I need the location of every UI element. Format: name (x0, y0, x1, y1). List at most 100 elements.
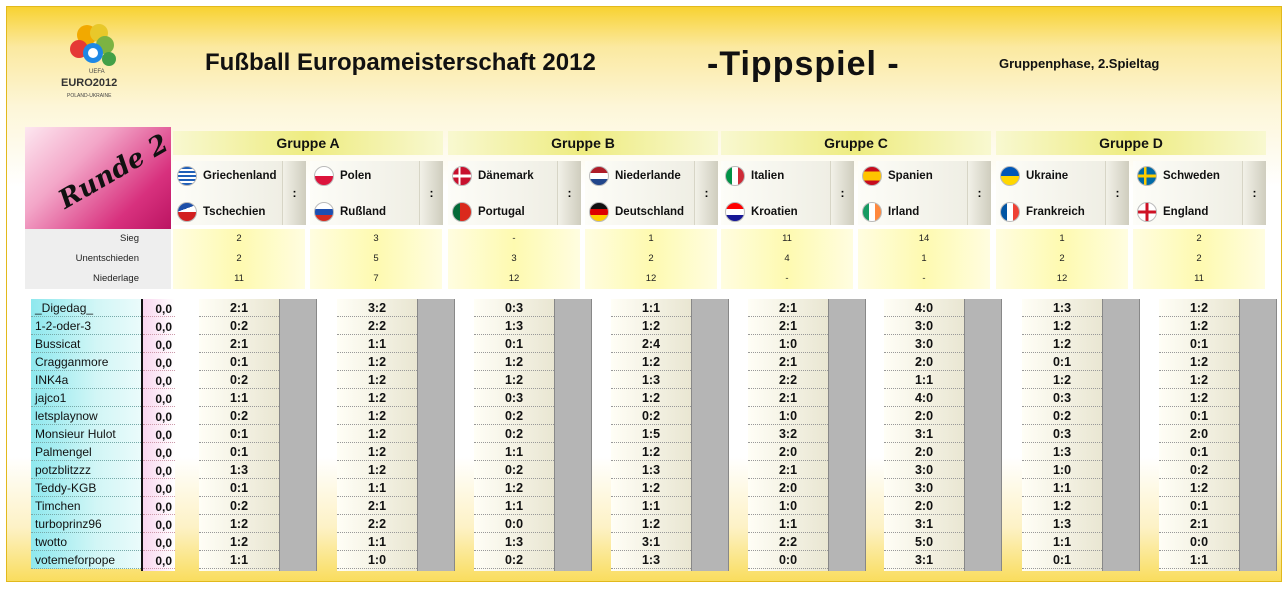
tip-cell[interactable]: 2:1 (337, 497, 417, 515)
tip-cell[interactable]: 0:2 (1022, 407, 1102, 425)
tip-cell[interactable]: 0:2 (199, 317, 279, 335)
tip-cell[interactable]: 0:2 (1159, 461, 1239, 479)
tip-cell[interactable]: 2:1 (748, 317, 828, 335)
tip-cell[interactable]: 1:2 (1159, 299, 1239, 317)
tip-cell[interactable]: 2:1 (748, 461, 828, 479)
tip-cell[interactable]: 1:3 (199, 461, 279, 479)
tip-cell[interactable]: 0:1 (1159, 443, 1239, 461)
tip-cell[interactable]: 1:1 (1159, 551, 1239, 569)
tip-cell[interactable]: 4:0 (884, 389, 964, 407)
tip-cell[interactable]: 0:0 (748, 551, 828, 569)
tip-cell[interactable]: 0:0 (1159, 533, 1239, 551)
tip-cell[interactable]: 1:1 (337, 335, 417, 353)
tip-cell[interactable]: 3:2 (748, 425, 828, 443)
tip-cell[interactable]: 1:2 (1022, 371, 1102, 389)
tip-cell[interactable]: 1:3 (1022, 515, 1102, 533)
tip-cell[interactable]: 1:5 (611, 425, 691, 443)
tip-cell[interactable]: 1:2 (199, 533, 279, 551)
tip-cell[interactable]: 0:1 (199, 443, 279, 461)
tip-cell[interactable]: 0:2 (474, 551, 554, 569)
tip-cell[interactable]: 0:2 (474, 425, 554, 443)
tip-cell[interactable]: 0:1 (1159, 335, 1239, 353)
tip-cell[interactable]: 1:0 (748, 497, 828, 515)
tip-cell[interactable]: 3:0 (884, 317, 964, 335)
tip-cell[interactable]: 2:1 (199, 335, 279, 353)
tip-cell[interactable]: 0:2 (199, 497, 279, 515)
tip-cell[interactable]: 1:2 (1022, 497, 1102, 515)
result-column[interactable] (554, 299, 592, 571)
tip-cell[interactable]: 1:1 (199, 389, 279, 407)
tip-cell[interactable]: 1:1 (611, 299, 691, 317)
tip-cell[interactable]: 4:0 (884, 299, 964, 317)
tip-cell[interactable]: 1:2 (611, 443, 691, 461)
tip-cell[interactable]: 0:1 (199, 425, 279, 443)
tip-cell[interactable]: 2:0 (884, 353, 964, 371)
tip-cell[interactable]: 1:2 (337, 353, 417, 371)
tip-cell[interactable]: 0:1 (474, 335, 554, 353)
tip-cell[interactable]: 1:0 (1022, 461, 1102, 479)
tip-cell[interactable]: 0:1 (199, 353, 279, 371)
result-column[interactable] (1102, 299, 1140, 571)
tip-cell[interactable]: 0:1 (1022, 551, 1102, 569)
tip-cell[interactable]: 1:2 (611, 389, 691, 407)
tip-cell[interactable]: 2:0 (884, 443, 964, 461)
tip-cell[interactable]: 1:1 (884, 371, 964, 389)
tip-cell[interactable]: 1:2 (1159, 353, 1239, 371)
tip-cell[interactable]: 0:3 (1022, 389, 1102, 407)
tip-cell[interactable]: 1:1 (337, 533, 417, 551)
tip-cell[interactable]: 2:2 (748, 533, 828, 551)
tip-cell[interactable]: 2:1 (748, 299, 828, 317)
tip-cell[interactable]: 2:1 (748, 353, 828, 371)
tip-cell[interactable]: 1:2 (474, 479, 554, 497)
tip-cell[interactable]: 1:2 (337, 443, 417, 461)
tip-cell[interactable]: 3:1 (611, 533, 691, 551)
tip-cell[interactable]: 2:2 (337, 515, 417, 533)
tip-cell[interactable]: 1:2 (1022, 317, 1102, 335)
tip-cell[interactable]: 1:1 (337, 479, 417, 497)
tip-cell[interactable]: 1:1 (474, 443, 554, 461)
tip-cell[interactable]: 0:2 (611, 407, 691, 425)
tip-cell[interactable]: 3:1 (884, 551, 964, 569)
tip-cell[interactable]: 0:1 (1159, 407, 1239, 425)
tip-cell[interactable]: 3:0 (884, 335, 964, 353)
result-column[interactable] (279, 299, 317, 571)
tip-cell[interactable]: 1:2 (474, 371, 554, 389)
tip-cell[interactable]: 2:0 (748, 479, 828, 497)
tip-cell[interactable]: 1:2 (1022, 335, 1102, 353)
tip-cell[interactable]: 1:1 (611, 497, 691, 515)
tip-cell[interactable]: 0:2 (199, 371, 279, 389)
tip-cell[interactable]: 1:0 (748, 407, 828, 425)
result-column[interactable] (1239, 299, 1277, 571)
tip-cell[interactable]: 1:3 (611, 461, 691, 479)
tip-cell[interactable]: 0:2 (474, 461, 554, 479)
tip-cell[interactable]: 1:3 (611, 371, 691, 389)
tip-cell[interactable]: 3:1 (884, 515, 964, 533)
tip-cell[interactable]: 1:1 (748, 515, 828, 533)
tip-cell[interactable]: 1:2 (337, 371, 417, 389)
tip-cell[interactable]: 2:2 (748, 371, 828, 389)
tip-cell[interactable]: 1:2 (337, 389, 417, 407)
tip-cell[interactable]: 1:2 (1159, 389, 1239, 407)
tip-cell[interactable]: 1:2 (611, 515, 691, 533)
tip-cell[interactable]: 1:2 (337, 461, 417, 479)
tip-cell[interactable]: 5:0 (884, 533, 964, 551)
tip-cell[interactable]: 2:4 (611, 335, 691, 353)
tip-cell[interactable]: 1:3 (474, 317, 554, 335)
tip-cell[interactable]: 0:0 (474, 515, 554, 533)
tip-cell[interactable]: 2:0 (884, 497, 964, 515)
tip-cell[interactable]: 1:2 (474, 353, 554, 371)
tip-cell[interactable]: 1:3 (611, 551, 691, 569)
tip-cell[interactable]: 1:1 (474, 497, 554, 515)
tip-cell[interactable]: 0:1 (1159, 497, 1239, 515)
tip-cell[interactable]: 1:2 (337, 407, 417, 425)
tip-cell[interactable]: 1:3 (1022, 443, 1102, 461)
tip-cell[interactable]: 2:0 (748, 443, 828, 461)
tip-cell[interactable]: 3:0 (884, 461, 964, 479)
tip-cell[interactable]: 1:2 (337, 425, 417, 443)
tip-cell[interactable]: 1:0 (748, 335, 828, 353)
tip-cell[interactable]: 1:2 (1159, 479, 1239, 497)
result-column[interactable] (691, 299, 729, 571)
tip-cell[interactable]: 2:1 (748, 389, 828, 407)
tip-cell[interactable]: 0:1 (1022, 353, 1102, 371)
tip-cell[interactable]: 1:2 (611, 353, 691, 371)
